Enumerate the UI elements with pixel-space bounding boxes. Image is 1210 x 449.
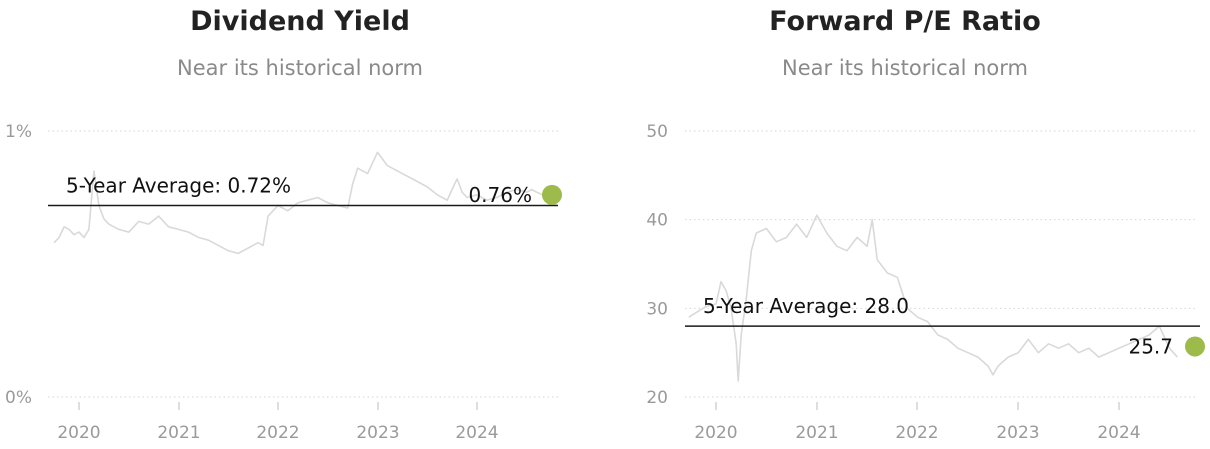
- average-label: 5-Year Average: 28.0: [703, 294, 909, 318]
- forward-pe-panel: Forward P/E Ratio Near its historical no…: [605, 0, 1205, 449]
- x-tick-label: 2022: [895, 423, 938, 443]
- y-tick-label: 50: [646, 122, 668, 142]
- x-tick-label: 2021: [157, 423, 200, 443]
- y-tick-label: 1%: [5, 122, 32, 142]
- x-tick-label: 2024: [455, 423, 498, 443]
- x-tick-label: 2021: [795, 423, 838, 443]
- x-tick-label: 2020: [57, 423, 100, 443]
- current-value-dot: [1185, 336, 1205, 357]
- x-tick-label: 2020: [694, 423, 737, 443]
- history-series-line: [53, 151, 544, 255]
- chart-subtitle: Near its historical norm: [782, 56, 1028, 80]
- y-tick-label: 40: [646, 211, 668, 231]
- x-tick-label: 2023: [996, 423, 1039, 443]
- current-value-dot: [542, 184, 562, 205]
- x-tick-label: 2022: [256, 423, 299, 443]
- dividend-yield-panel: Dividend Yield Near its historical norm …: [0, 0, 600, 449]
- chart-title: Forward P/E Ratio: [769, 6, 1041, 37]
- y-tick-label: 0%: [5, 388, 32, 408]
- x-tick-label: 2023: [356, 423, 399, 443]
- y-tick-label: 30: [646, 299, 668, 319]
- dividend-yield-chart: 0% 1% 2020 2021 2022 2023 2024 5-Year Average: …: [5, 122, 562, 443]
- forward-pe-chart: 20 30 40 50 2020 2021 2022 2023 2024 5-Year Avera…: [646, 122, 1205, 443]
- average-label: 5-Year Average: 0.72%: [66, 173, 291, 197]
- history-series-line: [688, 214, 1178, 382]
- chart-title: Dividend Yield: [190, 6, 410, 37]
- current-value-label: 0.76%: [468, 183, 532, 207]
- x-tick-label: 2024: [1097, 423, 1140, 443]
- chart-subtitle: Near its historical norm: [177, 56, 423, 80]
- y-tick-label: 20: [646, 388, 668, 408]
- current-value-label: 25.7: [1128, 334, 1173, 358]
